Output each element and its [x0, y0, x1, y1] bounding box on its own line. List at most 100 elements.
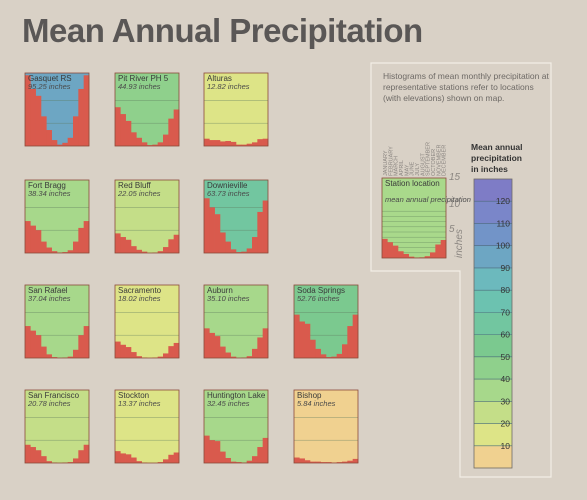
station-annual-value: 20.78 inches: [27, 399, 71, 408]
histogram-bar: [57, 144, 63, 146]
histogram-bar: [51, 140, 58, 146]
histogram-bar: [214, 140, 221, 146]
histogram-bar: [347, 460, 353, 463]
histogram-bar: [173, 109, 180, 146]
station-name: Alturas: [207, 74, 232, 83]
histogram-bar: [168, 454, 174, 463]
histogram-bar: [352, 458, 359, 463]
legend-tick-label: 100: [496, 241, 510, 251]
station-annual-value: 35.10 inches: [207, 294, 250, 303]
histogram-bar: [125, 454, 132, 463]
histogram-frame: [203, 72, 269, 147]
station-name: Downieville: [207, 181, 248, 190]
histogram-bar: [230, 356, 237, 358]
histogram-bar: [163, 459, 169, 463]
key-bar: [382, 238, 388, 258]
histogram-bar: [204, 198, 210, 253]
histogram-bar: [163, 134, 169, 146]
histogram-bar: [230, 141, 237, 146]
histogram-bar: [246, 143, 253, 146]
key-bar: [387, 242, 393, 258]
histogram-bar: [131, 132, 137, 146]
key-value-label: mean annual precipitation: [385, 195, 471, 204]
histogram-frame: [203, 179, 269, 254]
histogram-bar: [46, 461, 52, 463]
histogram-bar: [236, 462, 242, 463]
histogram-bar: [157, 462, 164, 463]
histogram-bar: [125, 347, 132, 358]
key-bar: [435, 244, 441, 258]
histogram-bar: [315, 348, 321, 358]
histogram-bar: [51, 357, 58, 358]
histogram-bar: [115, 341, 121, 358]
month-label: JULY: [415, 163, 421, 176]
histogram-bar: [347, 326, 353, 358]
scale-tick-label: 10: [449, 199, 461, 210]
histogram-bar: [78, 335, 84, 358]
histogram-bar: [326, 462, 332, 463]
histogram-bar: [73, 241, 79, 253]
histogram-frame: [203, 389, 269, 464]
histogram-bar: [204, 138, 210, 146]
legend-title: in inches: [471, 164, 508, 174]
histogram-bar: [220, 346, 226, 358]
histogram-bar: [220, 451, 226, 463]
legend-title: Mean annual: [471, 142, 522, 152]
month-label: JANUARY: [383, 150, 389, 176]
histogram-bar: [320, 462, 327, 463]
histogram-bar: [294, 457, 300, 463]
histogram-bar: [67, 250, 74, 253]
histogram-bar: [262, 437, 269, 463]
histogram-bar: [131, 457, 137, 463]
legend-tick-label: 50: [501, 352, 511, 362]
histogram-bar: [41, 456, 47, 463]
station-name: Sacramento: [118, 286, 162, 295]
histogram-bar: [209, 140, 215, 146]
histogram-bar: [41, 346, 47, 358]
month-label: OCTOBER: [431, 149, 437, 176]
histogram-frame: [24, 389, 90, 464]
histogram-bar: [67, 462, 74, 463]
key-frame: [381, 177, 447, 259]
histogram-bar: [131, 352, 137, 358]
histogram-bar: [147, 145, 153, 146]
histogram-bar: [220, 141, 226, 146]
histogram-bar: [30, 225, 36, 253]
histogram-background: [204, 73, 268, 146]
histogram-bar: [257, 139, 263, 146]
histogram-frame: [114, 179, 180, 254]
histogram-key: JANUARY FEBRUARY MARCH APRIL MAY JUNE JULY AUGU…: [381, 142, 471, 259]
histogram-bar: [136, 137, 142, 146]
histogram-bar: [262, 138, 269, 146]
station-name: Bishop: [297, 391, 322, 400]
histogram-bar: [252, 237, 258, 253]
histogram-bar: [246, 248, 253, 253]
histogram-bar: [30, 88, 36, 146]
histogram-bar: [46, 130, 52, 146]
station-annual-value: 18.02 inches: [118, 294, 161, 303]
histogram-bar: [331, 356, 337, 358]
histogram-bar: [163, 353, 169, 358]
histogram-bar: [299, 321, 305, 358]
histogram-bar: [120, 344, 126, 358]
key-bar: [440, 240, 447, 258]
histogram-bar: [352, 314, 359, 358]
histogram-bar: [35, 95, 42, 146]
histogram-bar: [152, 144, 158, 146]
histogram-bar: [225, 352, 231, 358]
histogram-bar: [120, 114, 126, 146]
histogram-bar: [236, 144, 242, 146]
histogram-bar: [125, 239, 132, 253]
histogram-frame: [24, 179, 90, 254]
histogram-bar: [30, 330, 36, 358]
histogram-bar: [67, 356, 74, 358]
month-label: MAY: [404, 164, 410, 176]
histogram-bar: [241, 251, 247, 253]
histogram-bar: [225, 241, 231, 253]
legend-swatch: [474, 290, 512, 313]
